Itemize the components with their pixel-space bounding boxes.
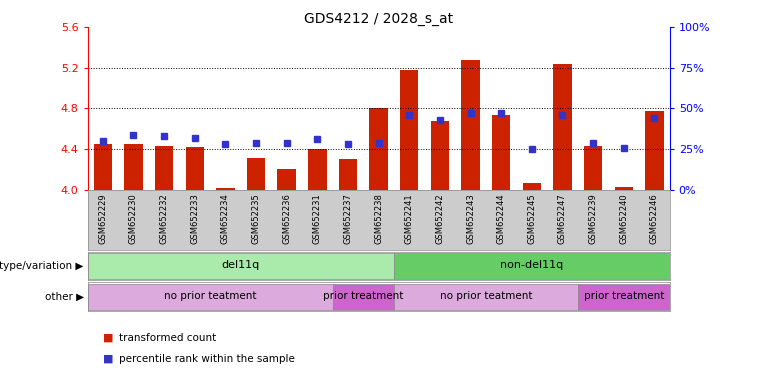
Text: prior treatment: prior treatment <box>584 291 664 301</box>
Text: prior treatment: prior treatment <box>323 291 403 301</box>
Bar <box>155 146 174 190</box>
Bar <box>88 284 333 310</box>
Bar <box>247 159 266 190</box>
Bar <box>186 147 204 190</box>
Bar <box>369 109 388 190</box>
Bar <box>308 149 326 190</box>
Text: GSM652239: GSM652239 <box>588 193 597 244</box>
Text: GSM652234: GSM652234 <box>221 193 230 244</box>
Bar <box>394 253 670 279</box>
Bar <box>394 284 578 310</box>
Text: GSM652242: GSM652242 <box>435 193 444 244</box>
Text: transformed count: transformed count <box>119 333 217 343</box>
Title: GDS4212 / 2028_s_at: GDS4212 / 2028_s_at <box>304 12 453 26</box>
Bar <box>492 114 511 190</box>
Text: GSM652247: GSM652247 <box>558 193 567 244</box>
Bar <box>615 187 633 190</box>
Text: del11q: del11q <box>221 260 260 270</box>
Text: other ▶: other ▶ <box>45 291 84 302</box>
Bar <box>584 146 602 190</box>
Text: GSM652237: GSM652237 <box>343 193 352 244</box>
Text: GSM652238: GSM652238 <box>374 193 383 244</box>
Text: GSM652231: GSM652231 <box>313 193 322 244</box>
Bar <box>578 284 670 310</box>
Bar <box>278 169 296 190</box>
Text: no prior teatment: no prior teatment <box>164 291 256 301</box>
Bar <box>88 253 394 279</box>
Bar <box>461 60 479 190</box>
Text: ■: ■ <box>103 354 113 364</box>
Bar <box>431 121 449 190</box>
Bar <box>94 144 112 190</box>
Bar <box>124 144 142 190</box>
Text: genotype/variation ▶: genotype/variation ▶ <box>0 261 84 271</box>
Bar <box>400 70 419 190</box>
Text: GSM652240: GSM652240 <box>619 193 629 244</box>
Text: GSM652230: GSM652230 <box>129 193 138 244</box>
Bar <box>645 111 664 190</box>
Text: GSM652244: GSM652244 <box>497 193 505 244</box>
Bar <box>216 188 234 190</box>
Text: percentile rank within the sample: percentile rank within the sample <box>119 354 295 364</box>
Text: GSM652235: GSM652235 <box>252 193 260 244</box>
Text: no prior teatment: no prior teatment <box>440 291 532 301</box>
Text: GSM652233: GSM652233 <box>190 193 199 244</box>
Text: GSM652229: GSM652229 <box>98 193 107 244</box>
Text: GSM652241: GSM652241 <box>405 193 414 244</box>
Text: GSM652246: GSM652246 <box>650 193 659 244</box>
Bar <box>553 64 572 190</box>
Text: non-del11q: non-del11q <box>500 260 563 270</box>
Text: ■: ■ <box>103 333 113 343</box>
Bar <box>333 284 394 310</box>
Text: GSM652232: GSM652232 <box>160 193 169 244</box>
Bar <box>523 183 541 190</box>
Text: GSM652243: GSM652243 <box>466 193 475 244</box>
Text: GSM652236: GSM652236 <box>282 193 291 244</box>
Text: GSM652245: GSM652245 <box>527 193 537 244</box>
Bar <box>339 159 357 190</box>
